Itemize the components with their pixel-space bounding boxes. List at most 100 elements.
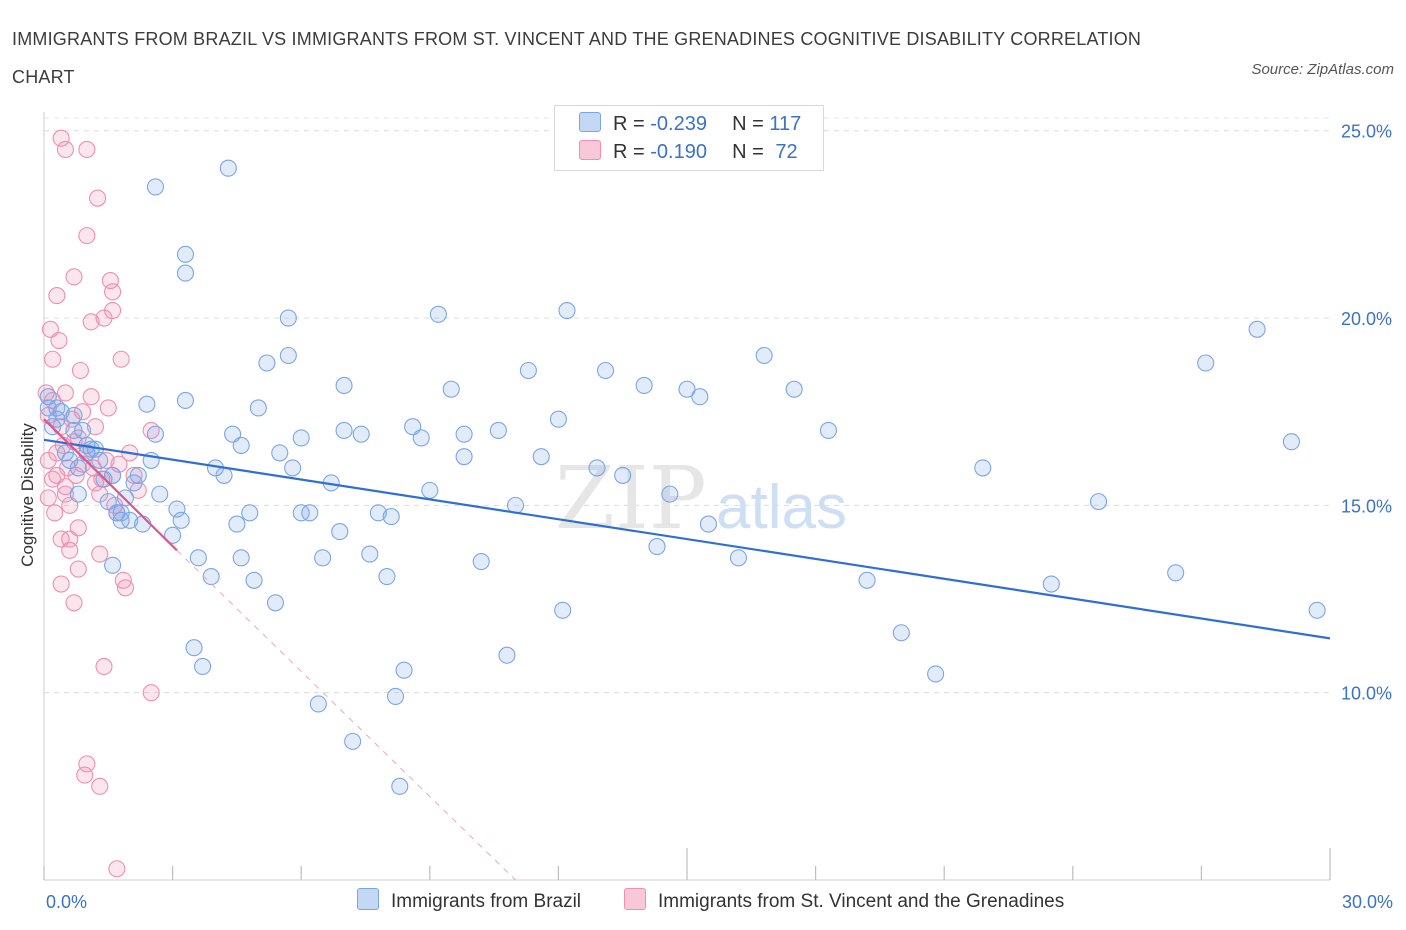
brazil-point [138, 395, 156, 413]
brazil-point [176, 391, 195, 410]
brazil-point [558, 302, 576, 320]
watermark-atlas: atlas [716, 473, 847, 542]
brazil-point [219, 159, 237, 177]
series-vincent-points [37, 129, 160, 878]
brazil-point [554, 601, 572, 619]
vincent-point [44, 470, 62, 488]
brazil-point [176, 245, 195, 263]
brazil-point [185, 639, 203, 657]
brazil-point [112, 504, 130, 522]
brazil-point [146, 425, 165, 443]
vincent-point [46, 504, 64, 522]
vincent-point [97, 451, 115, 469]
grid-lines [44, 117, 1330, 694]
brazil-point [421, 481, 439, 499]
vincent-point [56, 140, 74, 159]
y-tick-label: 10.0% [1341, 684, 1392, 704]
brazil-n-value: 117 [769, 113, 802, 135]
vincent-point [69, 519, 87, 537]
brazil-point [974, 459, 992, 477]
brazil-point [1042, 575, 1060, 593]
brazil-point [99, 493, 117, 511]
brazil-point [292, 504, 310, 522]
brazil-point [404, 418, 422, 436]
brazil-point [597, 361, 615, 380]
vincent-point [91, 545, 109, 563]
brazil-point [532, 448, 550, 466]
brazil-point [232, 549, 250, 567]
x-tick-label-max: 30.0% [1342, 892, 1393, 912]
brazil-point [189, 549, 207, 567]
brazil-point [648, 538, 666, 556]
brazil-point [1308, 601, 1326, 619]
brazil-point [301, 504, 319, 522]
vincent-point [44, 350, 62, 368]
brazil-regression-line [43, 438, 1331, 640]
brazil-point [1089, 493, 1108, 511]
brazil-point [172, 511, 190, 529]
vincent-r-value: -0.190 [650, 141, 707, 163]
chart-title: IMMIGRANTS FROM BRAZIL VS IMMIGRANTS FRO… [12, 29, 1142, 87]
brazil-point [412, 429, 430, 447]
brazil-point [755, 346, 773, 365]
brazil-point [729, 549, 747, 567]
brazil-point [91, 451, 109, 469]
series-brazil-points [39, 159, 1326, 795]
vincent-point [69, 560, 87, 578]
source-label: Source: ZipAtlas.com [1251, 61, 1394, 78]
legend-item-vincent[interactable]: Immigrants from St. Vincent and the Gren… [624, 888, 1064, 916]
vincent-point [78, 140, 96, 159]
brazil-point [785, 380, 803, 398]
brazil-point [352, 425, 370, 443]
vincent-point [52, 129, 70, 147]
brazil-swatch-icon [579, 112, 601, 132]
brazil-point [382, 508, 400, 526]
vincent-point [71, 361, 89, 380]
brazil-point [245, 571, 263, 589]
axes [43, 112, 1331, 881]
brazil-point [39, 399, 57, 417]
legend-item-brazil[interactable]: Immigrants from Brazil [357, 888, 581, 916]
vincent-point [39, 489, 57, 507]
y-tick-label: 25.0% [1341, 122, 1392, 142]
vincent-point [86, 418, 104, 436]
vincent-regression-line [43, 418, 178, 552]
y-tick-label: 20.0% [1341, 309, 1392, 329]
watermark-zip: ZIP [555, 449, 707, 549]
brazil-point [378, 567, 396, 586]
y-tick-label: 15.0% [1341, 496, 1392, 516]
x-tick-label-min: 0.0% [46, 892, 87, 912]
brazil-point [146, 178, 165, 196]
vincent-point [78, 755, 96, 773]
vincent-point [108, 860, 126, 878]
brazil-point [129, 466, 147, 484]
brazil-point [52, 403, 70, 421]
vincent-point [52, 530, 70, 548]
brazil-point [1248, 320, 1266, 338]
stats-row-brazil: R = -0.239 N = 117 [579, 112, 801, 140]
brazil-point [335, 376, 353, 395]
brazil-point [279, 309, 297, 327]
brazil-n-label: N = [732, 113, 764, 135]
vincent-point [48, 287, 66, 305]
legend-vincent-swatch-icon [624, 888, 646, 910]
brazil-point [927, 665, 945, 683]
brazil-point [498, 646, 516, 664]
brazil-point [65, 421, 83, 439]
vincent-point [104, 283, 122, 301]
brazil-point [395, 661, 413, 679]
brazil-point [69, 459, 87, 477]
vincent-point [95, 657, 113, 676]
brazil-point [249, 399, 267, 417]
vincent-point [89, 189, 107, 207]
brazil-point [292, 429, 310, 447]
brazil-point [369, 504, 387, 522]
stats-row-vincent: R = -0.190 N = 72 [579, 140, 798, 168]
brazil-point [314, 549, 332, 567]
brazil-point [472, 553, 490, 571]
brazil-point [614, 466, 632, 484]
brazil-point [74, 421, 92, 439]
brazil-point [331, 523, 349, 541]
brazil-point [455, 448, 473, 466]
